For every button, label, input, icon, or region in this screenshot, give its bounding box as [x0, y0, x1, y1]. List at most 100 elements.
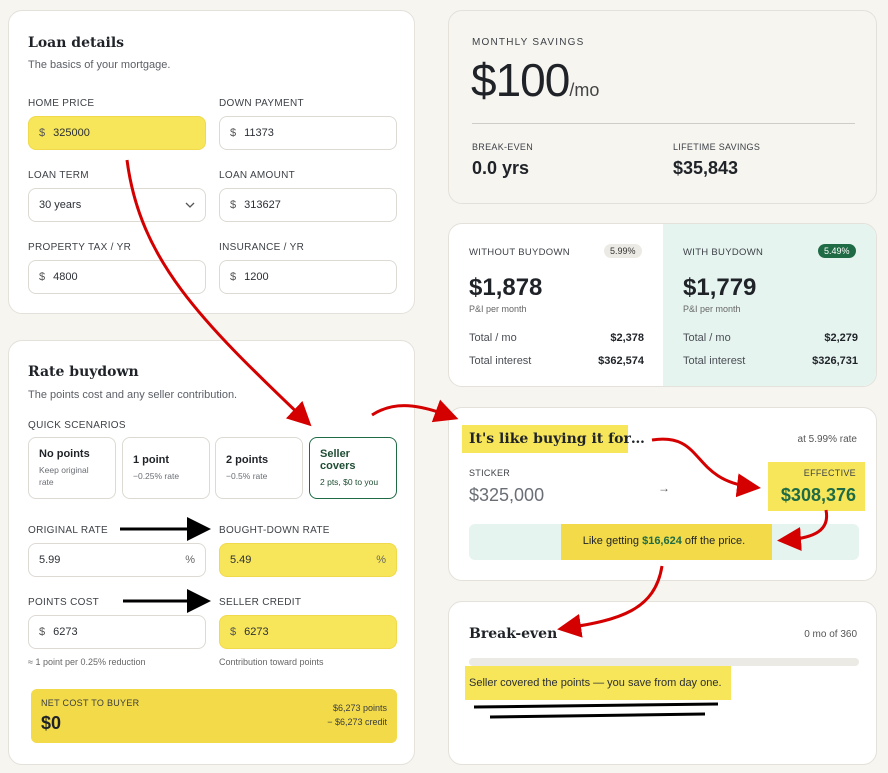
- breakeven-message: Seller covered the points — you save fro…: [469, 677, 722, 689]
- down-payment-input[interactable]: $ 11373: [219, 116, 397, 150]
- rate-buydown-card: Rate buydown The points cost and any sel…: [8, 340, 415, 765]
- net-points-text: $6,273 points: [332, 703, 387, 713]
- insurance-label: INSURANCE / YR: [219, 242, 305, 253]
- savings-banner-highlight: [561, 524, 772, 560]
- insurance-input[interactable]: $ 1200: [219, 260, 397, 294]
- scenario-title: No points: [39, 448, 90, 460]
- currency-symbol: $: [230, 271, 237, 283]
- without-buydown-panel: WITHOUT BUYDOWN 5.99% $1,878 P&I per mon…: [449, 224, 663, 386]
- seller-credit-input[interactable]: $ 6273: [219, 615, 397, 649]
- percent-symbol: %: [376, 554, 386, 566]
- savings-message: Like getting $16,624 off the price.: [469, 535, 859, 547]
- percent-symbol: %: [185, 554, 195, 566]
- points-cost-input[interactable]: $ 6273: [28, 615, 206, 649]
- without-payment: $1,878: [469, 274, 543, 301]
- original-rate-value: 5.99: [39, 554, 61, 566]
- effective-title: It's like buying it for…: [469, 431, 645, 447]
- bought-down-rate-label: BOUGHT-DOWN RATE: [219, 525, 330, 536]
- with-buydown-label: WITH BUYDOWN: [683, 247, 764, 258]
- monthly-savings-amount: $100/mo: [471, 53, 599, 107]
- monthly-savings-card: MONTHLY SAVINGS $100/mo BREAK-EVEN 0.0 y…: [448, 10, 877, 204]
- loan-details-card: Loan details The basics of your mortgage…: [8, 10, 415, 314]
- seller-credit-label: SELLER CREDIT: [219, 597, 302, 608]
- loan-details-subtitle: The basics of your mortgage.: [28, 59, 171, 71]
- loan-amount-input[interactable]: $ 313627: [219, 188, 397, 222]
- rate-buydown-title: Rate buydown: [28, 364, 139, 380]
- seller-hint: Contribution toward points: [219, 657, 324, 667]
- loan-amount-label: LOAN AMOUNT: [219, 170, 296, 181]
- scenario-1-point[interactable]: 1 point −0.25% rate: [122, 437, 210, 499]
- points-cost-value: 6273: [53, 626, 78, 638]
- bought-down-rate-input[interactable]: 5.49 %: [219, 543, 397, 577]
- comparison-card: WITHOUT BUYDOWN 5.99% $1,878 P&I per mon…: [448, 223, 877, 387]
- net-cost-panel: NET COST TO BUYER $0 $6,273 points − $6,…: [31, 689, 397, 743]
- breakeven-message-bg: [465, 666, 731, 700]
- chevron-down-icon: [185, 199, 195, 211]
- currency-symbol: $: [39, 626, 46, 638]
- with-interest-label: Total interest: [683, 355, 746, 367]
- home-price-value: 325000: [53, 127, 90, 139]
- net-credit-text: − $6,273 credit: [327, 717, 387, 727]
- scenario-no-points[interactable]: No points Keep original rate: [28, 437, 116, 499]
- lifetime-savings-value: $35,843: [673, 158, 739, 178]
- breakeven-card: Break-even 0 mo of 360 Seller covered th…: [448, 601, 877, 765]
- breakeven-label: BREAK-EVEN: [472, 142, 534, 152]
- arrow-right-icon: →: [658, 481, 670, 495]
- with-payment-sub: P&I per month: [683, 304, 741, 314]
- monthly-savings-label: MONTHLY SAVINGS: [472, 37, 585, 48]
- scenario-seller-covers[interactable]: Seller covers 2 pts, $0 to you: [309, 437, 397, 499]
- without-rate-badge: 5.99%: [604, 244, 642, 258]
- breakeven-title: Break-even: [469, 626, 558, 642]
- scenario-desc: Keep original rate: [39, 465, 89, 487]
- down-payment-value: 11373: [244, 127, 274, 139]
- original-rate-label: ORIGINAL RATE: [28, 525, 109, 536]
- points-hint: ≈ 1 point per 0.25% reduction: [28, 657, 146, 667]
- without-total-value: $2,378: [610, 332, 644, 344]
- with-rate-badge: 5.49%: [818, 244, 856, 258]
- savings-unit: /mo: [569, 80, 600, 100]
- loan-term-select[interactable]: 30 years: [28, 188, 206, 222]
- insurance-value: 1200: [244, 271, 269, 283]
- rate-buydown-subtitle: The points cost and any seller contribut…: [28, 389, 238, 401]
- effective-box: [768, 462, 865, 511]
- with-interest-value: $326,731: [812, 355, 858, 367]
- currency-symbol: $: [230, 626, 237, 638]
- message-amount: $16,624: [642, 535, 682, 547]
- with-total-value: $2,279: [824, 332, 858, 344]
- message-pre: Like getting: [582, 535, 643, 547]
- effective-price-card: It's like buying it for… at 5.99% rate S…: [448, 407, 877, 581]
- without-interest-value: $362,574: [598, 355, 644, 367]
- down-payment-label: DOWN PAYMENT: [219, 98, 304, 109]
- seller-credit-value: 6273: [244, 626, 269, 638]
- currency-symbol: $: [230, 127, 237, 139]
- with-payment: $1,779: [683, 274, 757, 301]
- currency-symbol: $: [230, 199, 237, 211]
- scenario-title: 1 point: [133, 454, 170, 466]
- with-buydown-panel: WITH BUYDOWN 5.49% $1,779 P&I per month …: [663, 224, 876, 386]
- scenario-2-points[interactable]: 2 points −0.5% rate: [215, 437, 303, 499]
- effective-label: EFFECTIVE: [803, 468, 856, 478]
- breakeven-progress-track: [469, 658, 859, 666]
- net-cost-value: $0: [41, 713, 62, 733]
- lifetime-savings-label: LIFETIME SAVINGS: [673, 142, 761, 152]
- home-price-input[interactable]: $ 325000: [28, 116, 206, 150]
- breakeven-progress-text: 0 mo of 360: [804, 629, 857, 640]
- currency-symbol: $: [39, 127, 46, 139]
- home-price-label: HOME PRICE: [28, 98, 95, 109]
- original-rate-input[interactable]: 5.99 %: [28, 543, 206, 577]
- loan-term-value: 30 years: [39, 199, 82, 211]
- sticker-label: STICKER: [469, 468, 511, 478]
- loan-term-label: LOAN TERM: [28, 170, 89, 181]
- divider: [472, 123, 855, 124]
- currency-symbol: $: [39, 271, 46, 283]
- sticker-value: $325,000: [469, 485, 545, 505]
- savings-value: $100: [471, 54, 570, 106]
- net-cost-label: NET COST TO BUYER: [41, 698, 140, 708]
- scenario-desc: −0.25% rate: [133, 471, 180, 481]
- scenario-title: 2 points: [226, 454, 269, 466]
- effective-value: $308,376: [780, 485, 856, 505]
- property-tax-input[interactable]: $ 4800: [28, 260, 206, 294]
- rate-note: at 5.99% rate: [797, 434, 857, 445]
- scenario-desc: 2 pts, $0 to you: [320, 477, 379, 487]
- points-cost-label: POINTS COST: [28, 597, 100, 608]
